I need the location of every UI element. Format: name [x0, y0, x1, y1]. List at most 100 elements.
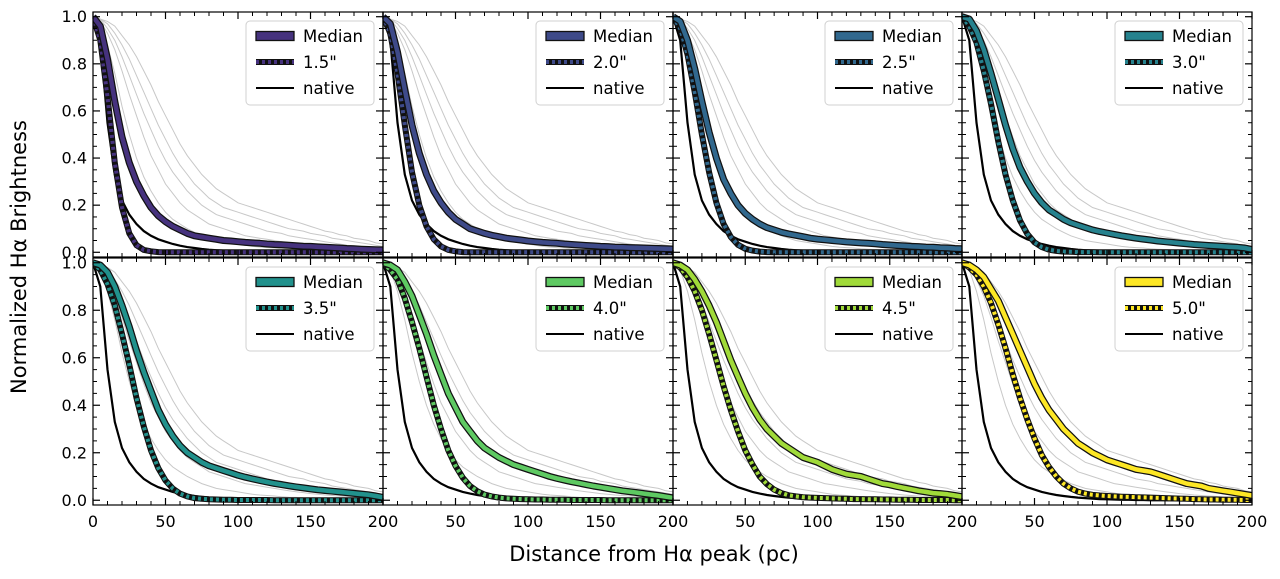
x-tick-label: 0: [957, 512, 967, 531]
legend-label: 4.5": [882, 299, 916, 318]
x-tick-label: 50: [735, 512, 755, 531]
median-line: [93, 260, 383, 500]
x-tick-label: 50: [445, 512, 465, 531]
legend-label: Median: [303, 273, 363, 292]
legend-label: Median: [593, 273, 653, 292]
x-tick-label: 150: [1164, 512, 1195, 531]
y-tick-label: 0.8: [62, 54, 87, 73]
legend-label: 3.0": [1172, 53, 1206, 72]
panel-1: 0.0 0.2 0.4 0.6 0.8 1.0 Median 1.5" native: [62, 7, 384, 262]
background-curve: [673, 262, 962, 493]
smoothed-line: [93, 261, 383, 503]
background-curve: [93, 262, 383, 495]
smoothed-line: [383, 15, 673, 255]
x-tick-label: 200: [368, 512, 399, 531]
legend-label: 3.5": [303, 299, 337, 318]
legend-label: native: [882, 325, 934, 344]
legend: Median 3.0" native: [1114, 20, 1244, 106]
plot-area: [962, 259, 1252, 503]
y-tick-label: 0.8: [62, 301, 87, 320]
legend-label: Median: [1172, 273, 1232, 292]
background-curve: [962, 262, 1252, 493]
median-line: [962, 14, 1252, 252]
legend-box: [824, 266, 954, 352]
x-tick-label: 200: [947, 512, 978, 531]
legend-box: [245, 266, 375, 352]
legend: Median 4.0" native: [535, 266, 665, 352]
x-tick-label: 100: [802, 512, 833, 531]
y-tick-label: 0.0: [62, 491, 87, 510]
legend-label: 2.5": [882, 53, 916, 72]
legend-box: [824, 20, 954, 106]
legend-label: 4.0": [593, 299, 627, 318]
legend-box: [245, 20, 375, 106]
legend-label: 1.5": [303, 53, 337, 72]
legend-box: [1114, 20, 1244, 106]
median-line: [383, 15, 673, 252]
x-tick-label: 150: [874, 512, 905, 531]
legend-label: Median: [882, 27, 942, 46]
y-tick-label: 0.2: [62, 443, 87, 462]
panel-7: 0 50 100 150 200 Median 4.5" native: [668, 257, 978, 531]
legend-label: native: [593, 325, 645, 344]
legend-label: Median: [1172, 27, 1232, 46]
y-tick-label: 0.2: [62, 196, 87, 215]
smoothed-line: [673, 261, 962, 503]
background-curve: [383, 16, 673, 250]
background-curve: [93, 16, 383, 250]
x-tick-label: 50: [155, 512, 175, 531]
legend-median-swatch: [834, 30, 874, 42]
panel-6: 0 50 100 150 200 Median 4.0" native: [378, 257, 689, 531]
y-tick-label: 1.0: [62, 253, 87, 272]
background-curve: [93, 16, 383, 247]
background-curve: [383, 262, 673, 499]
legend-median-swatch: [255, 276, 295, 288]
background-curve: [962, 262, 1252, 499]
background-curve: [383, 16, 673, 247]
x-tick-label: 0: [88, 512, 98, 531]
panel-2: Median 2.0" native: [382, 11, 674, 258]
legend-label: native: [1172, 325, 1224, 344]
legend-label: native: [593, 79, 645, 98]
background-curve: [93, 262, 383, 499]
y-tick-label: 0.4: [62, 149, 87, 168]
x-tick-label: 100: [1092, 512, 1123, 531]
panel-4: Median 3.0" native: [961, 11, 1253, 258]
legend-label: Median: [882, 273, 942, 292]
legend: Median 1.5" native: [245, 20, 375, 106]
y-tick-label: 0.6: [62, 101, 87, 120]
legend: Median 3.5" native: [245, 266, 375, 352]
x-tick-label: 100: [223, 512, 254, 531]
legend-median-swatch: [545, 30, 585, 42]
y-axis-title: Normalized Hα Brightness: [7, 120, 31, 394]
median-line: [673, 260, 962, 499]
median-line: [962, 260, 1252, 498]
median-line: [383, 260, 673, 501]
x-tick-label: 150: [295, 512, 326, 531]
median-line: [93, 15, 383, 253]
legend-box: [535, 20, 665, 106]
background-curve: [383, 16, 673, 245]
panel-8: 0 50 100 150 200 Median 5.0" native: [957, 257, 1267, 531]
x-tick-label: 150: [585, 512, 616, 531]
legend-median-swatch: [1124, 276, 1164, 288]
panel-3: Median 2.5" native: [672, 11, 963, 258]
legend-median-swatch: [834, 276, 874, 288]
legend-label: 5.0": [1172, 299, 1206, 318]
plot-area: [93, 259, 383, 504]
background-curve: [673, 16, 962, 245]
background-curve: [93, 16, 383, 245]
legend-box: [1114, 266, 1244, 352]
background-curve: [673, 16, 962, 247]
legend: Median 2.0" native: [535, 20, 665, 106]
legend-label: 2.0": [593, 53, 627, 72]
legend-label: native: [882, 79, 934, 98]
smoothed-line: [962, 261, 1252, 502]
y-tick-label: 0.6: [62, 348, 87, 367]
median-line: [673, 14, 962, 252]
background-curve: [93, 262, 383, 493]
legend-box: [535, 266, 665, 352]
legend-label: Median: [593, 27, 653, 46]
x-tick-label: 200: [658, 512, 689, 531]
